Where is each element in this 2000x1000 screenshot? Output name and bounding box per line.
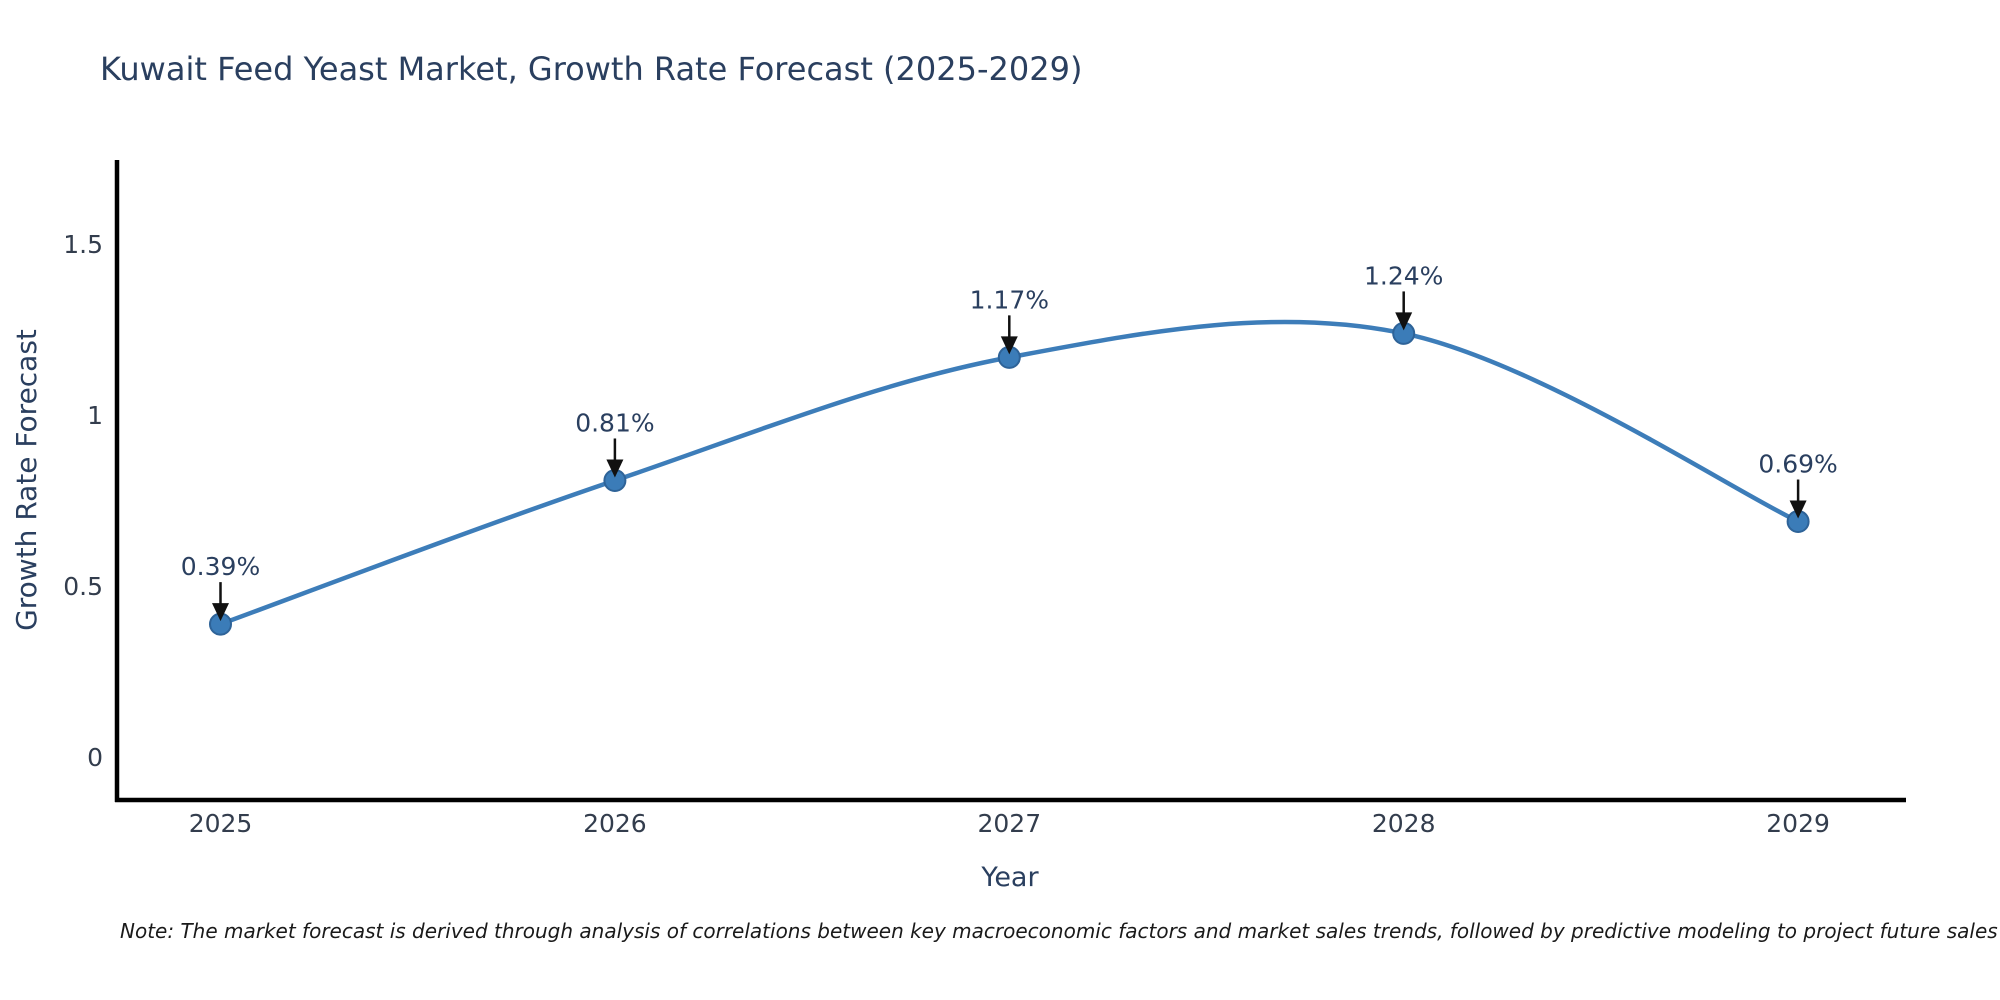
- annotation-arrowhead-icon: [212, 603, 229, 622]
- x-axis-title: Year: [980, 862, 1039, 893]
- x-tick-label: 2026: [583, 809, 647, 838]
- y-tick-label: 0: [87, 743, 103, 772]
- series-layer: [209, 319, 1810, 636]
- point-annotation: 0.39%: [181, 552, 260, 622]
- y-tick-label: 1.5: [63, 230, 103, 259]
- x-tick-label: 2028: [1372, 809, 1436, 838]
- annotation-arrowhead-icon: [1789, 500, 1807, 519]
- point-annotation-label: 1.17%: [970, 285, 1049, 314]
- x-tick-label: 2025: [189, 809, 253, 838]
- x-tick-label: 2027: [977, 809, 1041, 838]
- y-axis-tick-labels: 0 0.5 1 1.5: [63, 230, 103, 772]
- point-annotation: 1.17%: [970, 285, 1049, 355]
- chart-title: Kuwait Feed Yeast Market, Growth Rate Fo…: [100, 50, 1082, 88]
- annotation-arrowhead-icon: [1395, 312, 1413, 331]
- axis-lines: [114, 160, 1906, 803]
- point-annotation: 0.81%: [575, 408, 655, 478]
- point-annotation-label: 0.39%: [181, 552, 260, 581]
- x-tick-label: 2029: [1766, 809, 1830, 838]
- chart-footnote: Note: The market forecast is derived thr…: [120, 919, 1998, 943]
- point-annotation-label: 0.69%: [1758, 450, 1837, 479]
- x-axis-tick-labels: 2025 2026 2027 2028 2029: [189, 809, 1830, 838]
- point-annotation: 0.69%: [1758, 450, 1838, 519]
- annotation-arrowhead-icon: [1000, 336, 1018, 355]
- point-annotation: 1.24%: [1364, 261, 1443, 331]
- point-annotations: 0.39% 0.81% 1.17% 1.24% 0.69%: [181, 261, 1838, 622]
- y-tick-label: 0.5: [63, 572, 103, 601]
- y-axis-title: Growth Rate Forecast: [10, 329, 43, 631]
- point-annotation-label: 1.24%: [1364, 261, 1443, 290]
- point-annotation-label: 0.81%: [575, 408, 654, 437]
- annotation-arrowhead-icon: [606, 459, 624, 478]
- y-tick-label: 1: [87, 401, 103, 430]
